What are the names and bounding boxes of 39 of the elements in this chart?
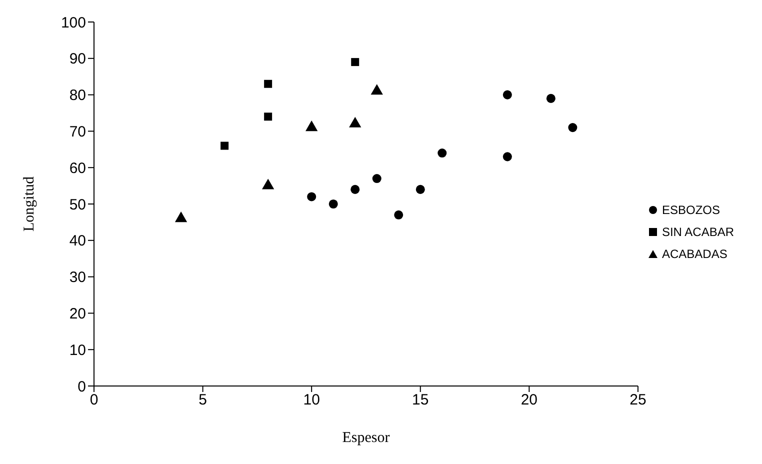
x-tick-label: 15 xyxy=(412,392,429,409)
point xyxy=(416,184,425,194)
point xyxy=(502,90,512,100)
point xyxy=(264,112,272,121)
y-tick-label: 0 xyxy=(78,378,86,396)
point xyxy=(220,142,229,150)
x-axis-title: Espesor xyxy=(342,430,390,446)
y-tick-label: 100 xyxy=(60,14,86,32)
point xyxy=(372,174,382,184)
x-tick-label: 5 xyxy=(198,392,207,409)
legend-label: ACABADAS xyxy=(662,246,728,263)
y-tick-label: 70 xyxy=(69,124,86,141)
y-tick-label: 10 xyxy=(69,342,86,359)
y-tick-label: 20 xyxy=(69,306,86,323)
x-tick-label: 25 xyxy=(630,392,646,409)
y-tick-label: 30 xyxy=(69,269,86,286)
y-tick-label: 90 xyxy=(69,50,86,68)
y-tick-label: 80 xyxy=(69,87,86,104)
point xyxy=(328,199,338,209)
point xyxy=(306,120,318,132)
point xyxy=(502,152,512,162)
y-tick-label: 40 xyxy=(69,232,86,250)
point xyxy=(438,148,447,158)
legend-label: ESBOZOS xyxy=(662,202,720,219)
y-tick-label: 50 xyxy=(69,196,86,214)
point xyxy=(351,58,360,66)
point xyxy=(568,123,578,132)
point xyxy=(350,184,360,194)
y-axis-title: Longitud xyxy=(21,176,38,232)
point xyxy=(264,80,272,88)
x-tick-label: 10 xyxy=(303,392,320,409)
point xyxy=(307,192,316,202)
point xyxy=(394,210,404,220)
x-tick-label: 20 xyxy=(520,392,538,409)
point xyxy=(174,212,188,222)
y-tick-label: 60 xyxy=(69,160,86,177)
legend-label: SIN ACABAR xyxy=(662,224,734,241)
point xyxy=(546,94,556,103)
x-tick-label: 0 xyxy=(90,392,98,409)
